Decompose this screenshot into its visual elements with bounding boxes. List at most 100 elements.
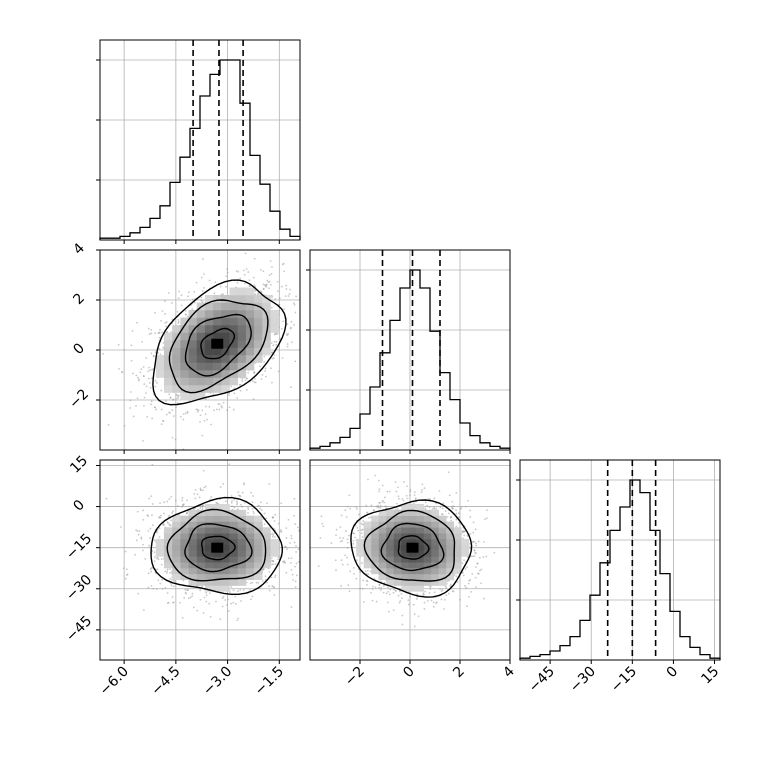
scatter-point (164, 586, 167, 589)
density-cell (221, 544, 230, 551)
scatter-point (204, 413, 207, 416)
scatter-point (138, 379, 140, 382)
scatter-point (142, 366, 145, 368)
scatter-point (93, 384, 95, 386)
density-cell (172, 340, 181, 348)
density-cell (229, 362, 239, 371)
scatter-point (140, 536, 143, 539)
density-cell (213, 538, 222, 546)
density-cell (229, 509, 239, 516)
scatter-point (348, 494, 351, 497)
density-cell (221, 573, 230, 580)
scatter-point (266, 279, 269, 282)
scatter-point (417, 615, 420, 618)
density-cell (213, 347, 222, 356)
scatter-point (170, 582, 172, 585)
scatter-point (265, 285, 268, 288)
scatter-panel-contents (100, 460, 308, 660)
density-cell (188, 562, 198, 569)
density-cell (213, 317, 222, 326)
scatter-point (290, 321, 293, 323)
density-cell (172, 568, 181, 575)
density-cell (180, 325, 189, 333)
scatter-point (280, 502, 283, 505)
scatter-point (276, 333, 279, 335)
scatter-point (147, 529, 150, 532)
scatter-point (202, 612, 205, 614)
scatter-point (184, 591, 187, 594)
scatter-point (150, 332, 153, 335)
density-cell (270, 317, 279, 326)
scatter-point (260, 509, 263, 512)
density-cell (188, 550, 198, 557)
scatter-point (306, 564, 308, 566)
scatter-point (245, 389, 248, 391)
density-cell (188, 385, 198, 393)
density-cell (237, 579, 247, 586)
scatter-point (412, 502, 415, 505)
scatter-point (274, 574, 277, 577)
scatter-point (135, 405, 137, 407)
density-cell (204, 347, 214, 356)
density-cell (237, 287, 247, 296)
scatter-point (160, 558, 163, 561)
scatter-point (157, 579, 160, 582)
scatter-point (174, 438, 177, 441)
density-cell (213, 509, 222, 516)
scatter-point (149, 537, 151, 540)
scatter-point (130, 344, 133, 347)
density-cell (254, 556, 263, 563)
scatter-point (162, 342, 165, 344)
scatter-point (191, 595, 194, 597)
scatter-point (458, 522, 460, 524)
scatter-point (161, 331, 163, 334)
scatter-point (346, 556, 348, 559)
scatter-point (165, 413, 168, 416)
scatter-point (270, 367, 272, 370)
histogram-step-line (99, 59, 301, 240)
scatter-point (285, 288, 288, 290)
scatter-point (247, 506, 249, 509)
scatter-point (401, 597, 403, 599)
contour-line (200, 535, 236, 561)
scatter-point (138, 378, 140, 380)
scatter-point (365, 579, 368, 582)
scatter-point (387, 610, 390, 613)
scatter-point (301, 553, 303, 555)
density-cell (196, 562, 206, 569)
scatter-point (230, 602, 233, 605)
scatter-point (472, 521, 475, 524)
scatter-point (243, 273, 246, 276)
scatter-point (186, 410, 189, 413)
scatter-point (219, 618, 222, 621)
density-cell (270, 538, 279, 546)
scatter-point (203, 419, 206, 422)
scatter-point (158, 331, 160, 334)
scatter-point (172, 415, 175, 418)
scatter-point (164, 321, 167, 324)
density-cell (204, 527, 214, 534)
scatter-point (132, 372, 134, 375)
scatter-point (239, 384, 242, 386)
scatter-point (293, 303, 296, 306)
scatter-point (468, 595, 470, 598)
density-cell (221, 550, 230, 557)
scatter-point (215, 600, 217, 603)
scatter-point (287, 557, 290, 560)
scatter-point (168, 498, 171, 500)
scatter-point (237, 590, 239, 593)
scatter-point (178, 290, 180, 293)
scatter-point (249, 284, 251, 287)
scatter-point (150, 352, 153, 355)
density-cell (204, 385, 214, 393)
scatter-point (442, 502, 445, 505)
scatter-point (148, 382, 151, 384)
density-cell (196, 550, 206, 557)
scatter-point (389, 588, 392, 591)
density-cell (254, 355, 263, 363)
scatter-point (143, 404, 145, 407)
scatter-point (233, 387, 236, 390)
scatter-point (191, 308, 194, 310)
density-cell (204, 362, 214, 371)
